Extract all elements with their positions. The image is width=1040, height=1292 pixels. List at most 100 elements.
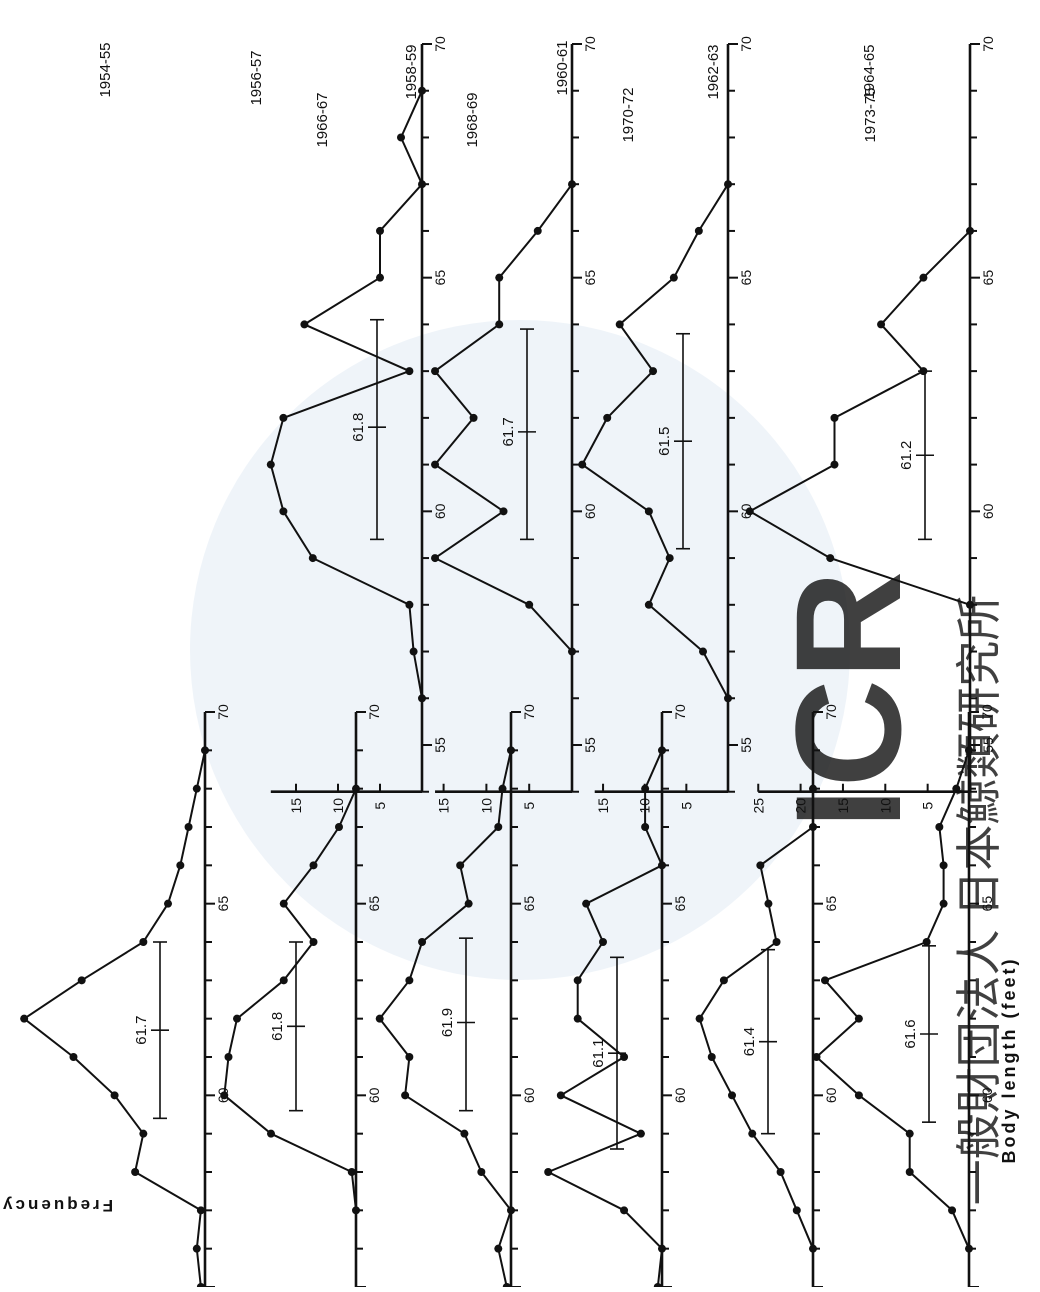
x-tick-label: 70 [979,704,995,720]
data-point [745,507,754,516]
data-point [772,938,781,946]
x-tick-label: 60 [979,1087,995,1103]
x-tick-label: 65 [215,896,231,912]
panel-title: 1970-72 [620,87,637,142]
mean-label: 61.1 [590,1039,607,1068]
x-tick-label: 70 [215,704,231,720]
data-point [854,1014,863,1023]
x-tick-label: 65 [432,270,448,286]
panel-title: 1954-55 [97,42,114,97]
data-point [922,938,931,946]
data-point [877,320,886,329]
data-point [792,1206,801,1215]
data-point [431,460,440,469]
x-tick-label: 60 [432,503,448,519]
data-point [139,1129,148,1138]
data-point [335,823,343,831]
data-point [494,1244,503,1253]
y-tick-label: 5 [372,802,388,810]
data-point [812,1053,821,1061]
data-point [279,507,288,516]
x-tick-label: 55 [980,737,996,753]
data-point [224,1053,233,1061]
data-point [279,899,288,908]
data-point [821,976,830,985]
data-point [464,899,473,908]
x-tick-label: 60 [521,1087,537,1103]
x-tick-label: 70 [366,704,382,720]
data-point [460,1129,469,1138]
y-tick-label: 20 [793,798,809,814]
data-point [405,367,414,376]
panel-title: 1968-69 [464,92,481,147]
data-point [636,1129,645,1138]
data-point [764,899,773,908]
x-tick-label: 65 [582,270,598,286]
x-tick-label: 60 [366,1087,382,1103]
panel-title: 1956-57 [248,50,265,105]
data-point [965,1244,973,1253]
data-point [233,1014,241,1023]
data-point [405,976,414,985]
data-point [620,1053,629,1061]
data-point [578,460,587,469]
data-point [409,647,418,656]
mean-label: 61.7 [133,1016,150,1045]
data-point [694,226,703,235]
x-tick-label: 60 [823,1087,839,1103]
data-point [966,226,974,235]
data-point [919,273,928,282]
y-tick-label: 5 [920,802,936,810]
data-point [649,367,658,376]
data-point [184,823,193,831]
data-point [494,823,503,831]
data-point [556,1091,565,1100]
x-tick-label: 70 [672,704,688,720]
x-tick-label: 65 [672,896,688,912]
data-point [658,861,666,870]
x-tick-label: 55 [738,737,754,753]
data-point [948,1206,957,1215]
data-point [431,554,440,563]
data-point [695,1014,704,1023]
y-tick-label: 25 [750,798,766,814]
x-tick-label: 65 [823,896,839,912]
mean-label: 61.7 [500,417,517,446]
data-point [809,823,817,831]
x-tick-label: 70 [432,36,448,52]
data-point [418,180,426,189]
watermark-logo-text: ICR [764,571,932,829]
y-tick-label: 15 [835,798,851,814]
data-point [176,861,185,870]
data-point [653,1283,662,1291]
data-point [620,1206,629,1215]
data-point [724,694,732,703]
panel-1966-67: 55 60 65 70 5 10 15 61.8 1966-67 [266,36,448,814]
data-point [598,938,607,946]
x-tick-label: 70 [582,36,598,52]
panel-title: 1964-65 [861,44,878,99]
data-point [507,746,515,755]
data-point [405,600,414,609]
data-point [748,1129,757,1138]
mean-label: 61.8 [350,413,367,442]
data-point [905,1129,914,1138]
panel-title: 1960-61 [554,40,571,95]
data-point [499,507,508,516]
data-point [525,600,534,609]
data-point [110,1091,119,1100]
mean-label: 61.6 [902,1019,919,1048]
data-point [139,938,148,946]
data-point [830,460,839,469]
data-point [279,976,288,985]
panel-title: 1958-59 [403,44,420,99]
watermark-logo-shape [190,320,850,980]
data-point [603,413,612,422]
data-point [20,1014,29,1023]
panel-1968-69: 55 60 65 70 5 10 15 61.7 1968-69 [431,36,598,814]
data-point [644,600,653,609]
